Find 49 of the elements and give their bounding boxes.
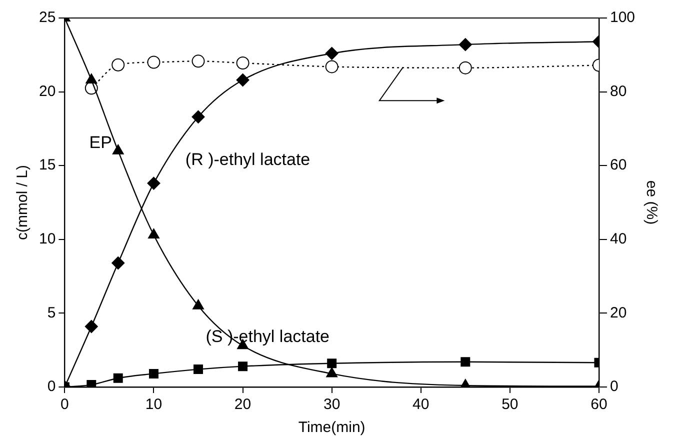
x-axis-title: Time(min) — [298, 419, 366, 436]
y2-tick-label: 20 — [610, 304, 627, 322]
y2-axis-title: ee (%) — [642, 180, 660, 225]
y2-tick-label: 40 — [610, 230, 627, 248]
y-tick-label: 15 — [38, 156, 56, 174]
y-tick-label: 20 — [38, 82, 56, 100]
point — [84, 320, 98, 333]
point — [325, 46, 338, 60]
y2-tick-label: 100 — [610, 9, 636, 26]
point — [192, 299, 204, 310]
x-tick-label: 20 — [234, 396, 252, 414]
y-tick-label: 25 — [38, 9, 56, 26]
x-tick-label: 30 — [323, 396, 340, 414]
y-tick-label: 10 — [38, 230, 56, 248]
point — [148, 228, 160, 238]
point — [112, 256, 125, 270]
point — [460, 357, 470, 367]
point — [113, 373, 123, 383]
point — [458, 38, 472, 52]
point — [148, 368, 158, 378]
point — [327, 358, 337, 368]
point — [236, 73, 250, 86]
y-axis-title: c(mmol / L) — [14, 164, 32, 240]
x-tick-label: 10 — [145, 396, 162, 414]
annotation: (S )-ethyl lactate — [206, 326, 330, 346]
y-tick-label: 5 — [47, 304, 56, 322]
point — [147, 56, 160, 69]
x-tick-label: 50 — [502, 396, 518, 414]
point — [194, 364, 203, 374]
point — [326, 367, 338, 378]
point — [147, 176, 160, 190]
y2-tick-label: 0 — [610, 378, 618, 396]
y2-tick-label: 60 — [610, 156, 627, 174]
point — [236, 56, 250, 70]
annotation: (R )-ethyl lactate — [185, 150, 310, 170]
point — [112, 58, 125, 72]
point — [86, 73, 98, 84]
point — [192, 110, 205, 124]
point — [238, 362, 248, 372]
point — [192, 54, 205, 68]
point — [458, 61, 472, 74]
x-tick-label: 0 — [60, 396, 69, 414]
annotation: EP — [89, 133, 112, 152]
point — [112, 144, 124, 154]
y-tick-label: 0 — [47, 378, 56, 396]
point — [325, 60, 338, 74]
y2-tick-label: 80 — [610, 82, 627, 100]
x-tick-label: 60 — [590, 396, 608, 414]
x-tick-label: 40 — [412, 396, 430, 414]
